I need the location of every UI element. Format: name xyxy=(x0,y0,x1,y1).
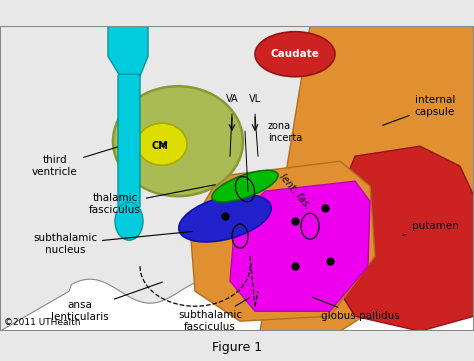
Text: subthalamic
fasciculus: subthalamic fasciculus xyxy=(178,297,250,332)
Text: zona
incerta: zona incerta xyxy=(268,121,302,143)
Polygon shape xyxy=(0,279,474,331)
Text: VA: VA xyxy=(226,94,238,104)
Text: third
ventricle: third ventricle xyxy=(32,147,118,177)
Polygon shape xyxy=(330,146,474,331)
Ellipse shape xyxy=(179,195,271,242)
Ellipse shape xyxy=(255,32,335,77)
Text: ©2011 UTHealth: ©2011 UTHealth xyxy=(4,318,81,327)
Ellipse shape xyxy=(113,86,243,196)
FancyBboxPatch shape xyxy=(118,74,140,208)
Text: thalamic
fasciculus: thalamic fasciculus xyxy=(89,185,215,215)
Text: VL: VL xyxy=(249,94,261,104)
Text: CM: CM xyxy=(152,141,168,151)
Text: internal
capsule: internal capsule xyxy=(383,95,455,125)
Polygon shape xyxy=(230,181,370,311)
Text: subthalamic
nucleus: subthalamic nucleus xyxy=(33,231,192,255)
Ellipse shape xyxy=(137,123,187,165)
Polygon shape xyxy=(190,161,375,321)
Polygon shape xyxy=(108,26,148,86)
Text: Caudate: Caudate xyxy=(271,49,319,59)
Text: putamen: putamen xyxy=(403,221,458,235)
Ellipse shape xyxy=(212,170,278,202)
Text: Figure 1: Figure 1 xyxy=(212,341,262,354)
Text: ansa
lenticularis: ansa lenticularis xyxy=(51,282,163,322)
Polygon shape xyxy=(260,26,474,331)
Text: globus pallidus: globus pallidus xyxy=(312,297,400,321)
Text: lent. fas.: lent. fas. xyxy=(277,171,312,211)
Ellipse shape xyxy=(115,202,143,240)
